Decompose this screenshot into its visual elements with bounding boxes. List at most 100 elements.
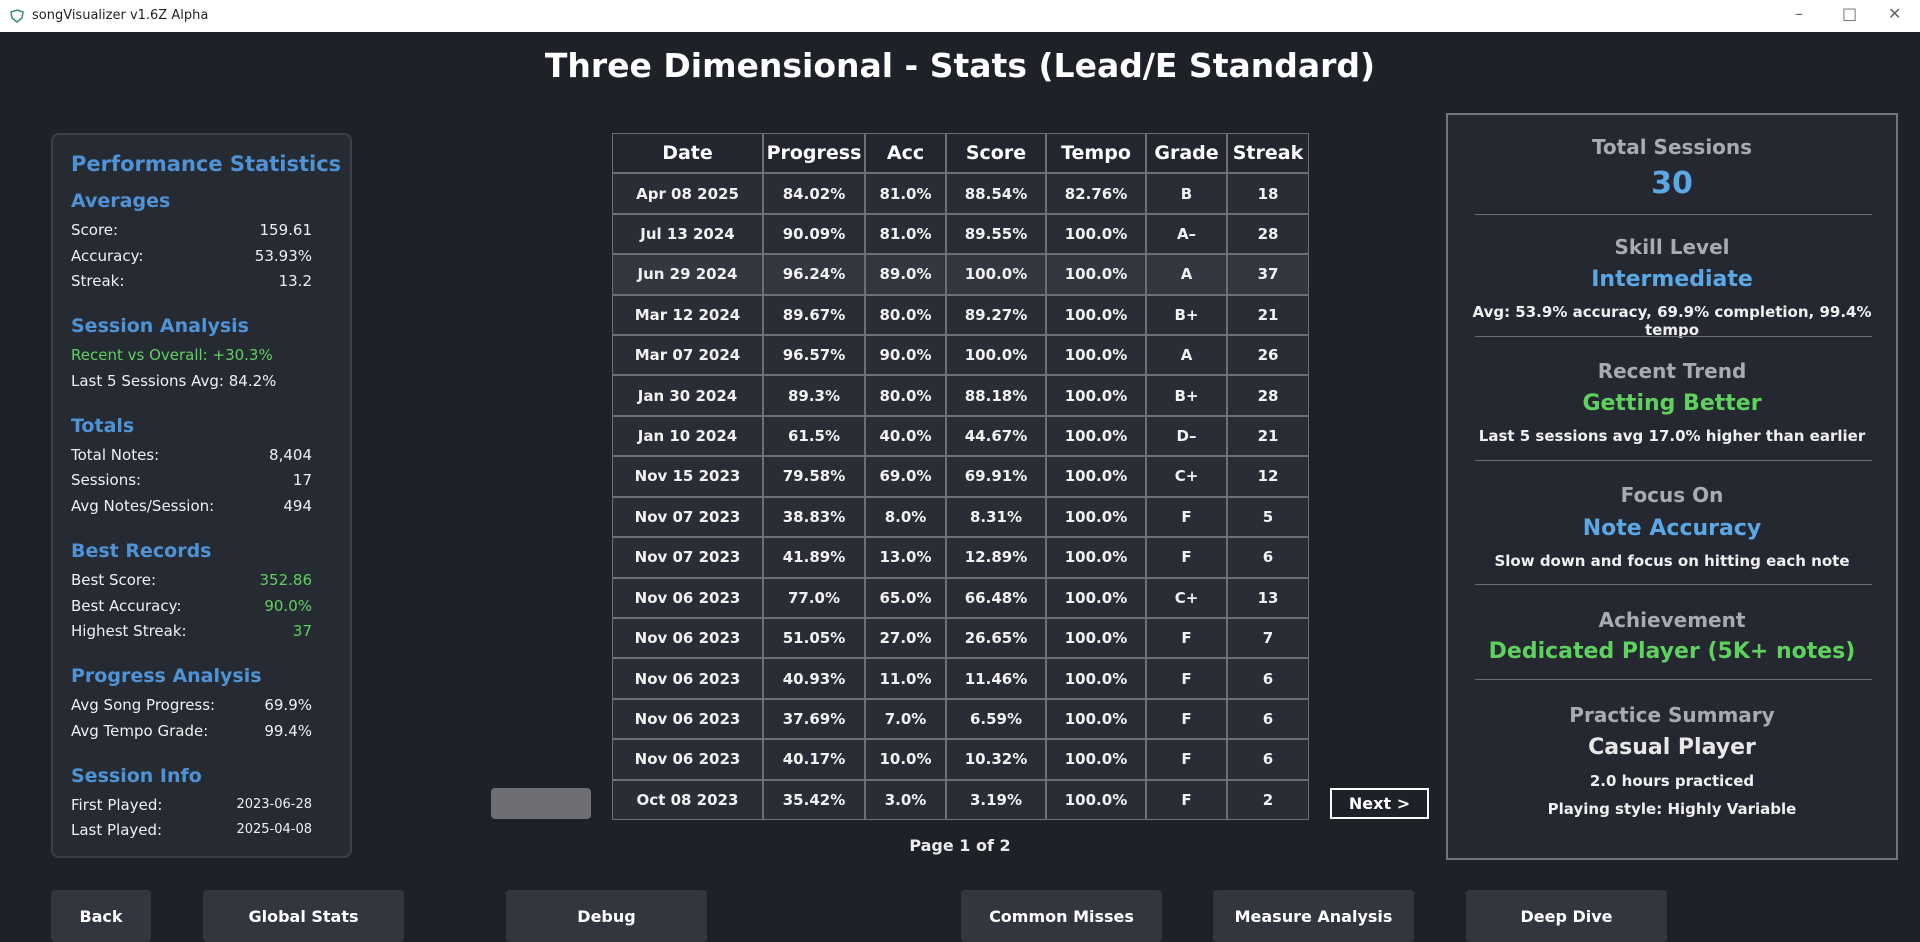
table-cell: 90.09% xyxy=(763,213,865,255)
table-cell: F xyxy=(1146,537,1227,578)
divider xyxy=(1475,460,1872,461)
summary-detail: Slow down and focus on hitting each note xyxy=(1494,552,1850,570)
stat-label: Streak: xyxy=(71,272,125,291)
table-cell: 66.48% xyxy=(946,577,1046,618)
nav-button[interactable]: Measure Analysis xyxy=(1213,890,1414,942)
table-cell: 13.0% xyxy=(865,537,946,578)
stat-value: 494 xyxy=(283,497,312,515)
minimize-button[interactable]: – xyxy=(1795,4,1803,23)
section-heading: Session Analysis xyxy=(71,315,249,338)
section-heading: Totals xyxy=(71,414,135,437)
column-header: Progress xyxy=(763,133,865,174)
summary-detail: Playing style: Highly Variable xyxy=(1547,800,1797,818)
table-cell: 10.0% xyxy=(865,739,946,780)
table-cell: F xyxy=(1146,698,1227,740)
table-cell: 100.0% xyxy=(1046,698,1146,740)
next-button[interactable]: Next > xyxy=(1330,788,1429,819)
table-cell: 2 xyxy=(1227,779,1309,820)
table-cell: F xyxy=(1146,739,1227,780)
table-cell: 88.54% xyxy=(946,173,1046,214)
title-bar: songVisualizer v1.6Z Alpha – □ ✕ xyxy=(0,0,1920,32)
table-cell: Nov 07 2023 xyxy=(612,537,763,578)
table-cell: 6 xyxy=(1227,698,1309,740)
table-cell: 100.0% xyxy=(1046,415,1146,457)
table-cell: A– xyxy=(1146,213,1227,255)
stat-label: Highest Streak: xyxy=(71,622,187,641)
stat-label: First Played: xyxy=(71,795,163,814)
table-cell: 65.0% xyxy=(865,577,946,618)
stat-label: Avg Song Progress: xyxy=(71,696,216,715)
table-cell: 89.55% xyxy=(946,213,1046,255)
table-cell: 96.57% xyxy=(763,335,865,376)
table-cell: 7 xyxy=(1227,617,1309,659)
nav-button[interactable]: Deep Dive xyxy=(1466,890,1667,942)
stat-value: 352.86 xyxy=(259,571,313,589)
nav-button[interactable]: Back xyxy=(51,890,151,942)
table-cell: 7.0% xyxy=(865,698,946,740)
section-heading: Session Info xyxy=(71,764,202,787)
window-title: songVisualizer v1.6Z Alpha xyxy=(32,8,209,23)
table-cell: 21 xyxy=(1227,294,1309,336)
divider xyxy=(1475,336,1872,337)
table-cell: Mar 07 2024 xyxy=(612,335,763,376)
section-heading: Averages xyxy=(71,190,171,212)
table-cell: 27.0% xyxy=(865,617,946,659)
nav-button[interactable]: Common Misses xyxy=(961,890,1162,942)
table-cell: Nov 06 2023 xyxy=(612,617,763,659)
summary-label: Total Sessions xyxy=(1591,135,1753,159)
table-cell: 37.69% xyxy=(763,698,865,740)
stat-label: Avg Tempo Grade: xyxy=(71,721,209,740)
stat-value: 2025-04-08 xyxy=(236,822,312,838)
table-cell: 100.0% xyxy=(1046,254,1146,295)
table-cell: 8.31% xyxy=(946,496,1046,538)
summary-label: Practice Summary xyxy=(1569,703,1775,727)
table-cell: 100.0% xyxy=(1046,577,1146,618)
summary-value: Getting Better xyxy=(1582,391,1762,416)
stat-value: 53.93% xyxy=(254,246,312,265)
table-cell: 6 xyxy=(1227,537,1309,578)
table-cell: Jun 29 2024 xyxy=(612,254,763,295)
table-cell: 40.0% xyxy=(865,415,946,457)
table-cell: 28 xyxy=(1227,375,1309,416)
table-cell: 61.5% xyxy=(763,415,865,457)
table-cell: 35.42% xyxy=(763,779,865,820)
table-cell: Jan 30 2024 xyxy=(612,375,763,416)
table-cell: F xyxy=(1146,658,1227,699)
table-cell: Nov 15 2023 xyxy=(612,456,763,497)
table-cell: 26.65% xyxy=(946,617,1046,659)
table-cell: 12 xyxy=(1227,456,1309,497)
table-cell: 10.32% xyxy=(946,739,1046,780)
prev-button[interactable] xyxy=(491,788,591,819)
table-cell: 51.05% xyxy=(763,617,865,659)
close-button[interactable]: ✕ xyxy=(1888,4,1902,23)
table-cell: 89.3% xyxy=(763,375,865,416)
table-cell: Nov 06 2023 xyxy=(612,658,763,699)
maximize-button[interactable]: □ xyxy=(1842,4,1858,23)
table-cell: 90.0% xyxy=(865,335,946,376)
nav-button[interactable]: Global Stats xyxy=(203,890,404,942)
stat-label: Recent vs Overall: +30.3% xyxy=(71,346,273,365)
stat-label: Accuracy: xyxy=(71,246,144,265)
panel-title: Performance Statistics xyxy=(71,152,342,176)
table-cell: 89.27% xyxy=(946,294,1046,336)
nav-button[interactable]: Debug xyxy=(506,890,707,942)
summary-value: Dedicated Player (5K+ notes) xyxy=(1488,639,1856,664)
column-header: Grade xyxy=(1146,133,1227,174)
table-cell: 5 xyxy=(1227,496,1309,538)
stat-label: Best Score: xyxy=(71,571,157,589)
summary-value: Casual Player xyxy=(1588,735,1756,760)
stat-label: Last Played: xyxy=(71,821,163,840)
stat-label: Avg Notes/Session: xyxy=(71,497,215,515)
table-cell: A xyxy=(1146,254,1227,295)
app-icon xyxy=(10,9,24,23)
table-cell: 89.0% xyxy=(865,254,946,295)
table-cell: 100.0% xyxy=(1046,658,1146,699)
table-cell: 40.93% xyxy=(763,658,865,699)
table-cell: 100.0% xyxy=(946,254,1046,295)
stat-value: 69.9% xyxy=(264,696,312,715)
stat-value: 13.2 xyxy=(278,272,312,291)
table-cell: 69.0% xyxy=(865,456,946,497)
table-cell: 37 xyxy=(1227,254,1309,295)
table-cell: F xyxy=(1146,779,1227,820)
table-cell: 100.0% xyxy=(1046,779,1146,820)
